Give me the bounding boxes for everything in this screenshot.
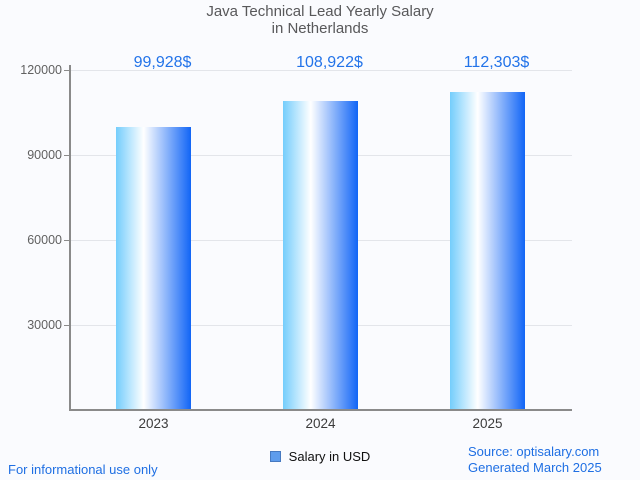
y-tick-label: 90000	[27, 148, 62, 162]
y-axis-tick	[64, 154, 70, 156]
x-category-label: 2025	[472, 416, 503, 431]
y-tick-label: 30000	[27, 318, 62, 332]
gridline	[70, 69, 572, 71]
y-tick-label: 60000	[27, 233, 62, 247]
y-axis-tick	[64, 69, 70, 71]
y-axis-tick	[64, 239, 70, 241]
bar-value-label: 99,928$	[133, 54, 192, 71]
source-line: Source: optisalary.com	[468, 444, 600, 459]
legend: Salary in USD	[0, 449, 640, 464]
y-axis-line	[69, 65, 71, 410]
bar-2023	[116, 126, 191, 409]
legend-swatch-icon	[269, 451, 281, 462]
bar-2025	[450, 91, 525, 409]
x-axis-line	[69, 409, 572, 411]
chart-title-line1: Java Technical Lead Yearly Salary	[206, 3, 434, 20]
bar-value-label: 108,922$	[296, 54, 363, 71]
x-category-label: 2024	[305, 416, 336, 431]
disclaimer-text: For informational use only	[8, 462, 158, 477]
chart-title: Java Technical Lead Yearly Salary in Net…	[0, 3, 640, 37]
generated-line: Generated March 2025	[468, 460, 602, 475]
chart-title-line2: in Netherlands	[271, 20, 369, 37]
legend-label: Salary in USD	[288, 449, 371, 464]
y-tick-label: 120000	[20, 63, 62, 77]
y-axis-tick	[64, 324, 70, 326]
x-category-label: 2023	[138, 416, 169, 431]
bar-2024	[283, 101, 358, 409]
bar-value-label: 112,303$	[463, 54, 530, 71]
source-info: Source: optisalary.com Generated March 2…	[468, 444, 602, 476]
